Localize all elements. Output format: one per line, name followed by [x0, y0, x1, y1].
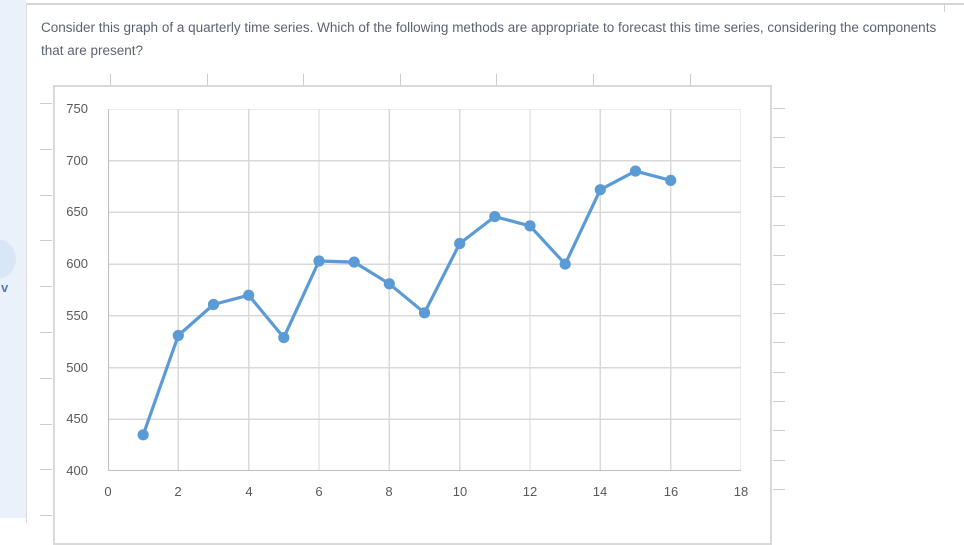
- data-point-marker: [629, 165, 642, 177]
- data-point-marker: [278, 332, 290, 344]
- x-tick-label: 4: [245, 484, 253, 499]
- outer-ruler-tick: [773, 401, 785, 402]
- data-point-marker: [524, 220, 536, 232]
- outer-ruler-tick: [773, 488, 785, 490]
- outer-ruler-tick: [40, 469, 52, 471]
- y-tick-label: 650: [66, 204, 88, 219]
- time-series-line-chart: [108, 109, 741, 471]
- y-tick-label: 450: [66, 411, 88, 426]
- outer-ruler-tick: [773, 137, 785, 139]
- data-point-marker: [137, 429, 149, 441]
- y-tick-label: 700: [66, 153, 88, 168]
- outer-ruler-tick: [773, 283, 785, 285]
- outer-ruler-tick: [773, 166, 785, 168]
- outer-ruler-tick: [110, 74, 111, 85]
- data-point-marker: [313, 255, 325, 267]
- outer-ruler-tick: [593, 74, 594, 85]
- chevron-down-icon[interactable]: v: [1, 280, 9, 295]
- outer-ruler-tick: [773, 342, 785, 344]
- outer-ruler-tick: [399, 74, 401, 85]
- card-corner-divider: [944, 3, 945, 12]
- x-tick-label: 6: [315, 484, 323, 499]
- y-tick-label: 750: [66, 101, 88, 116]
- outer-ruler-tick: [40, 515, 52, 517]
- outer-ruler-tick: [773, 225, 785, 227]
- data-point-marker: [454, 237, 466, 250]
- data-point-marker: [418, 307, 431, 319]
- outer-ruler-tick: [773, 371, 785, 373]
- outer-ruler-tick: [303, 74, 305, 85]
- x-tick-label: 16: [663, 484, 679, 499]
- question-text: Consider this graph of a quarterly time …: [41, 20, 937, 58]
- outer-ruler-tick: [40, 194, 52, 196]
- y-tick-label: 600: [66, 256, 88, 271]
- x-tick-label: 0: [104, 484, 112, 499]
- outer-ruler-tick: [773, 108, 785, 109]
- outer-ruler-tick: [773, 313, 785, 315]
- data-point-marker: [172, 329, 184, 342]
- sidebar-circle-decoration: [0, 239, 16, 279]
- outer-ruler-tick: [40, 240, 52, 242]
- data-point-marker: [559, 258, 571, 270]
- outer-ruler-tick: [689, 74, 691, 85]
- x-tick-label: 10: [452, 484, 468, 499]
- outer-ruler-tick: [773, 459, 785, 461]
- x-tick-label: 8: [385, 484, 393, 499]
- outer-ruler-tick: [40, 103, 52, 104]
- x-tick-label: 14: [592, 484, 608, 499]
- outer-ruler-tick: [773, 430, 785, 432]
- y-tick-label: 400: [66, 463, 88, 478]
- y-tick-label: 550: [66, 308, 88, 323]
- data-point-marker: [243, 289, 255, 301]
- outer-ruler-tick: [40, 148, 52, 150]
- x-tick-label: 18: [733, 484, 749, 499]
- data-point-marker: [489, 211, 501, 223]
- data-point-marker: [665, 174, 677, 186]
- series-line: [141, 169, 673, 437]
- outer-ruler-tick: [40, 332, 52, 333]
- data-point-marker: [207, 298, 220, 311]
- outer-ruler-tick: [206, 74, 208, 85]
- x-tick-label: 12: [522, 484, 538, 499]
- x-tick-label: 2: [174, 484, 182, 499]
- outer-ruler-tick: [40, 377, 52, 379]
- data-point-marker: [348, 256, 360, 268]
- outer-ruler-tick: [40, 423, 52, 425]
- data-point-marker: [594, 184, 606, 196]
- outer-ruler-tick: [496, 74, 498, 85]
- y-tick-label: 500: [66, 360, 88, 375]
- outer-ruler-tick: [773, 254, 785, 256]
- left-sidebar-strip: v: [0, 0, 26, 518]
- outer-ruler-tick: [40, 286, 52, 288]
- outer-ruler-tick: [773, 195, 785, 197]
- data-point-marker: [383, 278, 395, 290]
